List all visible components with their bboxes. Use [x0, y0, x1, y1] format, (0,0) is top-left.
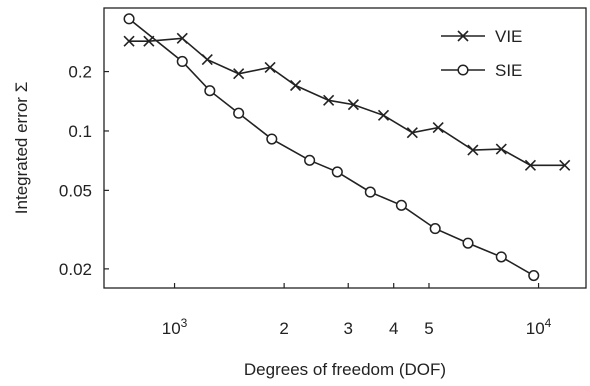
data-point-circle	[462, 237, 474, 249]
data-point-circle	[204, 85, 216, 97]
data-point-x	[176, 32, 188, 44]
y-tick-label: 0.05	[59, 181, 92, 200]
y-tick-label: 0.2	[68, 63, 92, 82]
x-tick-label: 103	[162, 316, 188, 338]
x-tick-label: 104	[526, 316, 552, 338]
legend-item-sie: SIE	[441, 61, 522, 80]
x-axis-label: Degrees of freedom (DOF)	[244, 360, 446, 379]
plot-frame	[103, 7, 587, 289]
data-point-x	[289, 79, 302, 92]
data-point-circle	[364, 186, 376, 198]
legend-item-vie: VIE	[441, 27, 522, 46]
legend-label: VIE	[495, 27, 522, 46]
data-point-circle	[266, 133, 278, 145]
data-point-circle	[495, 251, 507, 263]
data-point-circle	[528, 270, 540, 282]
data-point-x	[524, 159, 537, 171]
data-point-circle	[123, 13, 135, 25]
y-tick-label: 0.1	[68, 122, 92, 141]
data-point-circle	[233, 107, 245, 119]
x-axis: 103 2 3 4 5 104	[162, 283, 552, 338]
data-point-x	[201, 54, 213, 66]
series-line-vie	[129, 37, 565, 167]
data-point-x	[377, 109, 390, 121]
series-sie	[123, 13, 540, 282]
series-line-sie	[128, 18, 535, 277]
data-point-circle	[395, 199, 407, 211]
data-point-x	[323, 94, 335, 106]
data-point-x	[347, 99, 359, 111]
data-point-circle	[331, 166, 343, 178]
y-tick-label: 0.02	[59, 260, 92, 279]
data-point-circle	[457, 64, 469, 76]
data-point-x	[233, 68, 245, 80]
data-point-circle	[429, 223, 441, 235]
plot-area	[123, 13, 571, 282]
data-point-x	[467, 144, 479, 156]
data-point-circle	[304, 154, 316, 166]
data-point-x	[457, 30, 469, 42]
y-axis: 0.02 0.05 0.1 0.2	[59, 63, 109, 279]
legend-label: SIE	[495, 61, 522, 80]
data-point-x	[406, 127, 418, 139]
data-point-x	[264, 61, 276, 73]
series-vie	[123, 32, 571, 171]
x-tick-label: 3	[343, 319, 352, 338]
y-axis-label: Integrated error Σ	[12, 82, 31, 214]
x-tick-label: 4	[389, 319, 398, 338]
data-point-circle	[176, 55, 188, 68]
data-point-x	[432, 122, 444, 134]
data-point-x	[495, 143, 507, 155]
x-tick-label: 5	[424, 319, 433, 338]
x-tick-label: 2	[279, 319, 288, 338]
data-point-x	[559, 159, 571, 171]
legend: VIE SIE	[441, 27, 522, 80]
data-point-x	[123, 35, 135, 47]
